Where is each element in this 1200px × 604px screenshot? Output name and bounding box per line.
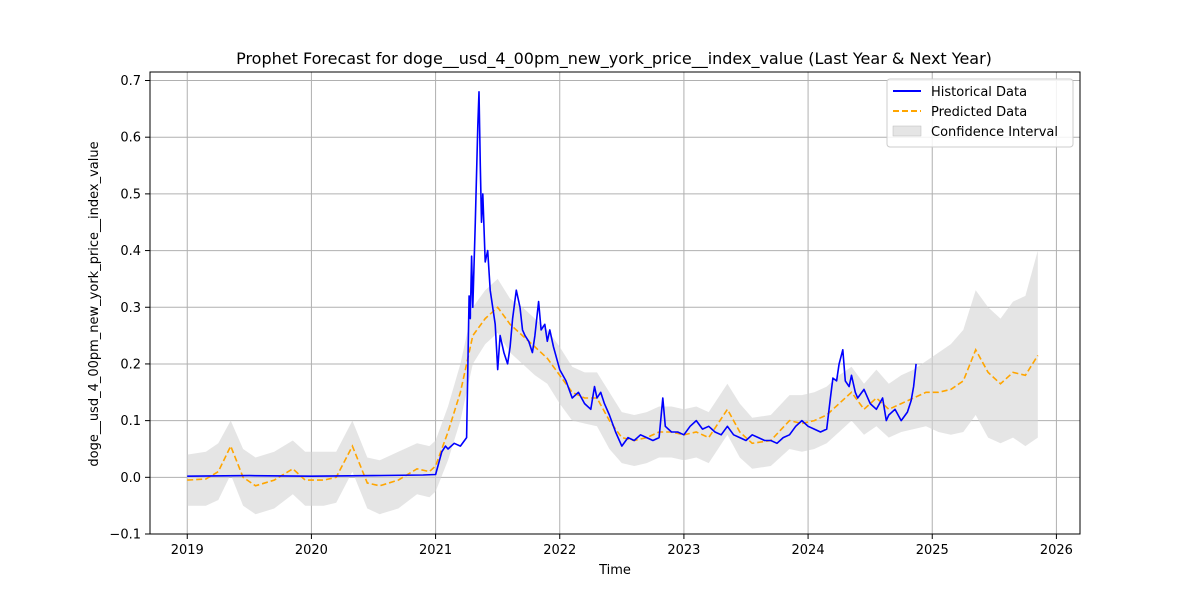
y-tick-label: 0.7 <box>120 74 141 89</box>
legend-historical-label: Historical Data <box>931 85 1027 100</box>
legend-confidence-label: Confidence Interval <box>931 125 1058 140</box>
legend-box <box>886 78 1074 148</box>
x-tick-label: 2019 <box>171 543 204 558</box>
x-tick-label: 2026 <box>1040 543 1073 558</box>
x-tick-label: 2021 <box>419 543 452 558</box>
axes: 2019 2020 2021 2022 2023 2024 2025 2026 −0.1 0.0 0… <box>109 74 1073 558</box>
x-tick-label: 2020 <box>295 543 328 558</box>
confidence-band <box>187 250 1038 515</box>
y-tick-label: 0.3 <box>120 301 141 316</box>
x-tick-label: 2022 <box>543 543 576 558</box>
historical-data-line <box>187 91 917 478</box>
y-tick-label: 0.2 <box>120 357 141 372</box>
x-tick-label: 2025 <box>916 543 949 558</box>
legend: Historical Data Predicted Data Confidenc… <box>886 78 1074 148</box>
x-axis-label: Time <box>598 563 631 578</box>
x-tick-label: 2023 <box>667 543 700 558</box>
legend-predicted-label: Predicted Data <box>931 105 1027 120</box>
legend-confidence-swatch <box>892 125 922 137</box>
y-tick-label: 0.1 <box>120 414 141 429</box>
y-tick-label: −0.1 <box>109 528 141 543</box>
plot-frame <box>149 71 1081 535</box>
x-tick-label: 2024 <box>792 543 825 558</box>
y-axis-label: doge__usd_4_00pm_new_york_price__index_v… <box>87 141 102 466</box>
y-tick-label: 0.5 <box>120 187 141 202</box>
y-tick-label: 0.6 <box>120 131 141 146</box>
series-layer <box>187 91 1039 487</box>
chart-title: Prophet Forecast for doge__usd_4_00pm_ne… <box>236 49 992 69</box>
y-tick-label: 0.0 <box>120 471 141 486</box>
confidence-band-layer <box>187 250 1038 515</box>
y-tick-label: 0.4 <box>120 244 141 259</box>
